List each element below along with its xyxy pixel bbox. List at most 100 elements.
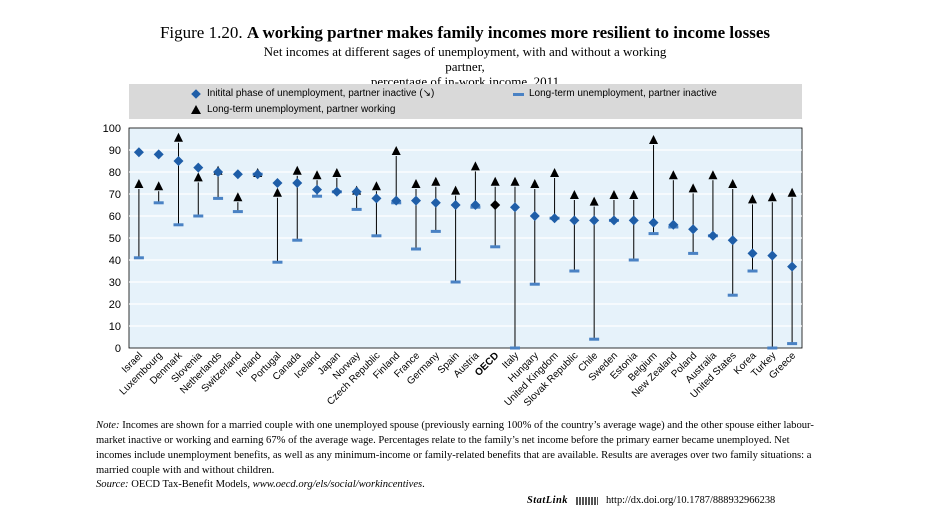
long-term-working-mark bbox=[391, 146, 401, 155]
initial-phase-mark bbox=[529, 211, 540, 221]
source-link[interactable]: www.oecd.org/els/social/workincentives bbox=[252, 479, 423, 490]
chart-note: Note: Incomes are shown for a married co… bbox=[96, 418, 826, 478]
long-term-inactive-mark bbox=[767, 346, 778, 350]
initial-phase-mark bbox=[173, 156, 184, 166]
long-term-inactive-mark bbox=[153, 201, 164, 205]
long-term-working-mark bbox=[649, 135, 659, 144]
long-term-inactive-mark bbox=[569, 269, 580, 273]
initial-phase-mark bbox=[747, 248, 758, 259]
long-term-working-mark bbox=[411, 179, 421, 188]
long-term-working-mark bbox=[233, 192, 243, 202]
initial-phase-mark bbox=[707, 230, 718, 241]
y-tick-label: 80 bbox=[109, 167, 121, 179]
subtitle-line-1: Net incomes at different sages of unempl… bbox=[263, 44, 667, 74]
statlink-logo: StatLink bbox=[527, 495, 568, 506]
note-label: Note: bbox=[96, 420, 120, 431]
legend-item-long-working: Long-term unemployment, partner working bbox=[191, 104, 395, 115]
long-term-working-mark bbox=[470, 161, 480, 171]
initial-phase-mark bbox=[153, 149, 164, 160]
y-tick-label: 40 bbox=[109, 255, 121, 267]
note-text: Incomes are shown for a married couple w… bbox=[96, 420, 814, 476]
long-term-inactive-mark bbox=[529, 282, 540, 286]
long-term-working-mark bbox=[292, 165, 302, 175]
initial-phase-mark bbox=[688, 224, 699, 235]
long-term-working-mark bbox=[490, 176, 500, 186]
y-tick-label: 30 bbox=[109, 277, 121, 289]
initial-phase-mark bbox=[767, 250, 778, 261]
chart-legend: Initital phase of unemployment, partner … bbox=[129, 84, 802, 119]
long-term-inactive-mark bbox=[787, 342, 798, 346]
initial-phase-mark bbox=[668, 219, 679, 230]
initial-phase-mark bbox=[470, 200, 481, 210]
legend-label-long-inactive: Long-term unemployment, partner inactive bbox=[529, 88, 717, 99]
long-term-working-mark bbox=[787, 187, 797, 197]
long-term-inactive-mark bbox=[589, 337, 600, 341]
long-term-working-mark bbox=[431, 176, 441, 186]
initial-phase-mark bbox=[628, 215, 639, 226]
long-term-working-mark bbox=[767, 192, 777, 202]
figure-number: Figure 1.20. bbox=[159, 23, 243, 42]
initial-phase-mark bbox=[787, 261, 798, 272]
initial-phase-mark bbox=[450, 200, 461, 210]
initial-phase-mark bbox=[232, 169, 243, 180]
source-label: Source: bbox=[96, 479, 129, 490]
y-tick-label: 10 bbox=[109, 321, 121, 333]
initial-phase-mark bbox=[608, 215, 619, 226]
initial-phase-mark bbox=[133, 147, 144, 158]
long-term-working-mark bbox=[569, 190, 579, 199]
long-term-working-mark bbox=[332, 168, 342, 177]
chart-source: Source: OECD Tax-Benefit Models, www.oec… bbox=[96, 479, 425, 490]
long-term-inactive-mark bbox=[232, 210, 243, 214]
legend-item-long-inactive: Long-term unemployment, partner inactive bbox=[513, 88, 717, 99]
long-term-inactive-mark bbox=[430, 229, 441, 233]
initial-phase-mark bbox=[272, 178, 283, 188]
initial-phase-mark bbox=[589, 215, 600, 226]
long-term-inactive-mark bbox=[173, 223, 184, 227]
long-term-inactive-mark bbox=[509, 346, 520, 350]
long-term-working-mark bbox=[688, 183, 698, 193]
long-term-working-mark bbox=[510, 176, 520, 186]
long-term-inactive-mark bbox=[312, 194, 323, 198]
long-term-inactive-mark bbox=[450, 280, 461, 284]
long-term-working-mark bbox=[589, 196, 599, 206]
long-term-working-mark bbox=[134, 179, 144, 188]
long-term-working-mark bbox=[629, 190, 639, 199]
dash-marker-icon bbox=[513, 89, 524, 99]
initial-phase-mark bbox=[648, 217, 659, 228]
long-term-working-mark bbox=[748, 194, 758, 204]
initial-phase-mark bbox=[549, 213, 560, 224]
legend-label-initial: Initital phase of unemployment, partner … bbox=[207, 88, 435, 99]
long-term-working-mark bbox=[609, 190, 619, 199]
long-term-inactive-mark bbox=[193, 214, 204, 218]
y-tick-label: 20 bbox=[109, 299, 121, 311]
initial-phase-mark bbox=[193, 162, 204, 173]
initial-phase-mark bbox=[213, 167, 224, 177]
source-end: . bbox=[422, 479, 425, 490]
long-term-inactive-mark bbox=[747, 269, 758, 273]
triangle-marker-icon bbox=[191, 104, 201, 115]
long-term-working-mark bbox=[193, 172, 203, 182]
long-term-inactive-mark bbox=[490, 245, 501, 249]
initial-phase-mark bbox=[727, 235, 738, 246]
y-tick-label: 70 bbox=[109, 189, 121, 201]
initial-phase-mark bbox=[411, 195, 422, 206]
long-term-inactive-mark bbox=[133, 256, 144, 260]
long-term-working-mark bbox=[312, 170, 322, 180]
statlink: StatLink http://dx.doi.org/10.1787/88893… bbox=[527, 495, 775, 506]
y-tick-label: 60 bbox=[109, 211, 121, 223]
initial-phase-mark bbox=[371, 193, 382, 204]
figure-title: Figure 1.20. A working partner makes fam… bbox=[0, 23, 930, 43]
legend-item-initial: Initital phase of unemployment, partner … bbox=[191, 88, 434, 99]
initial-phase-mark bbox=[292, 178, 303, 188]
statlink-url[interactable]: http://dx.doi.org/10.1787/888932966238 bbox=[605, 495, 776, 506]
long-term-inactive-mark bbox=[351, 207, 362, 211]
long-term-working-mark bbox=[173, 132, 183, 142]
y-tick-label: 100 bbox=[103, 123, 121, 135]
initial-phase-mark bbox=[351, 186, 362, 197]
y-tick-label: 0 bbox=[115, 343, 121, 355]
initial-phase-mark bbox=[312, 184, 323, 195]
initial-phase-mark bbox=[509, 202, 520, 213]
initial-phase-mark bbox=[569, 215, 580, 226]
long-term-working-mark bbox=[728, 179, 738, 188]
legend-label-long-working: Long-term unemployment, partner working bbox=[207, 104, 396, 115]
